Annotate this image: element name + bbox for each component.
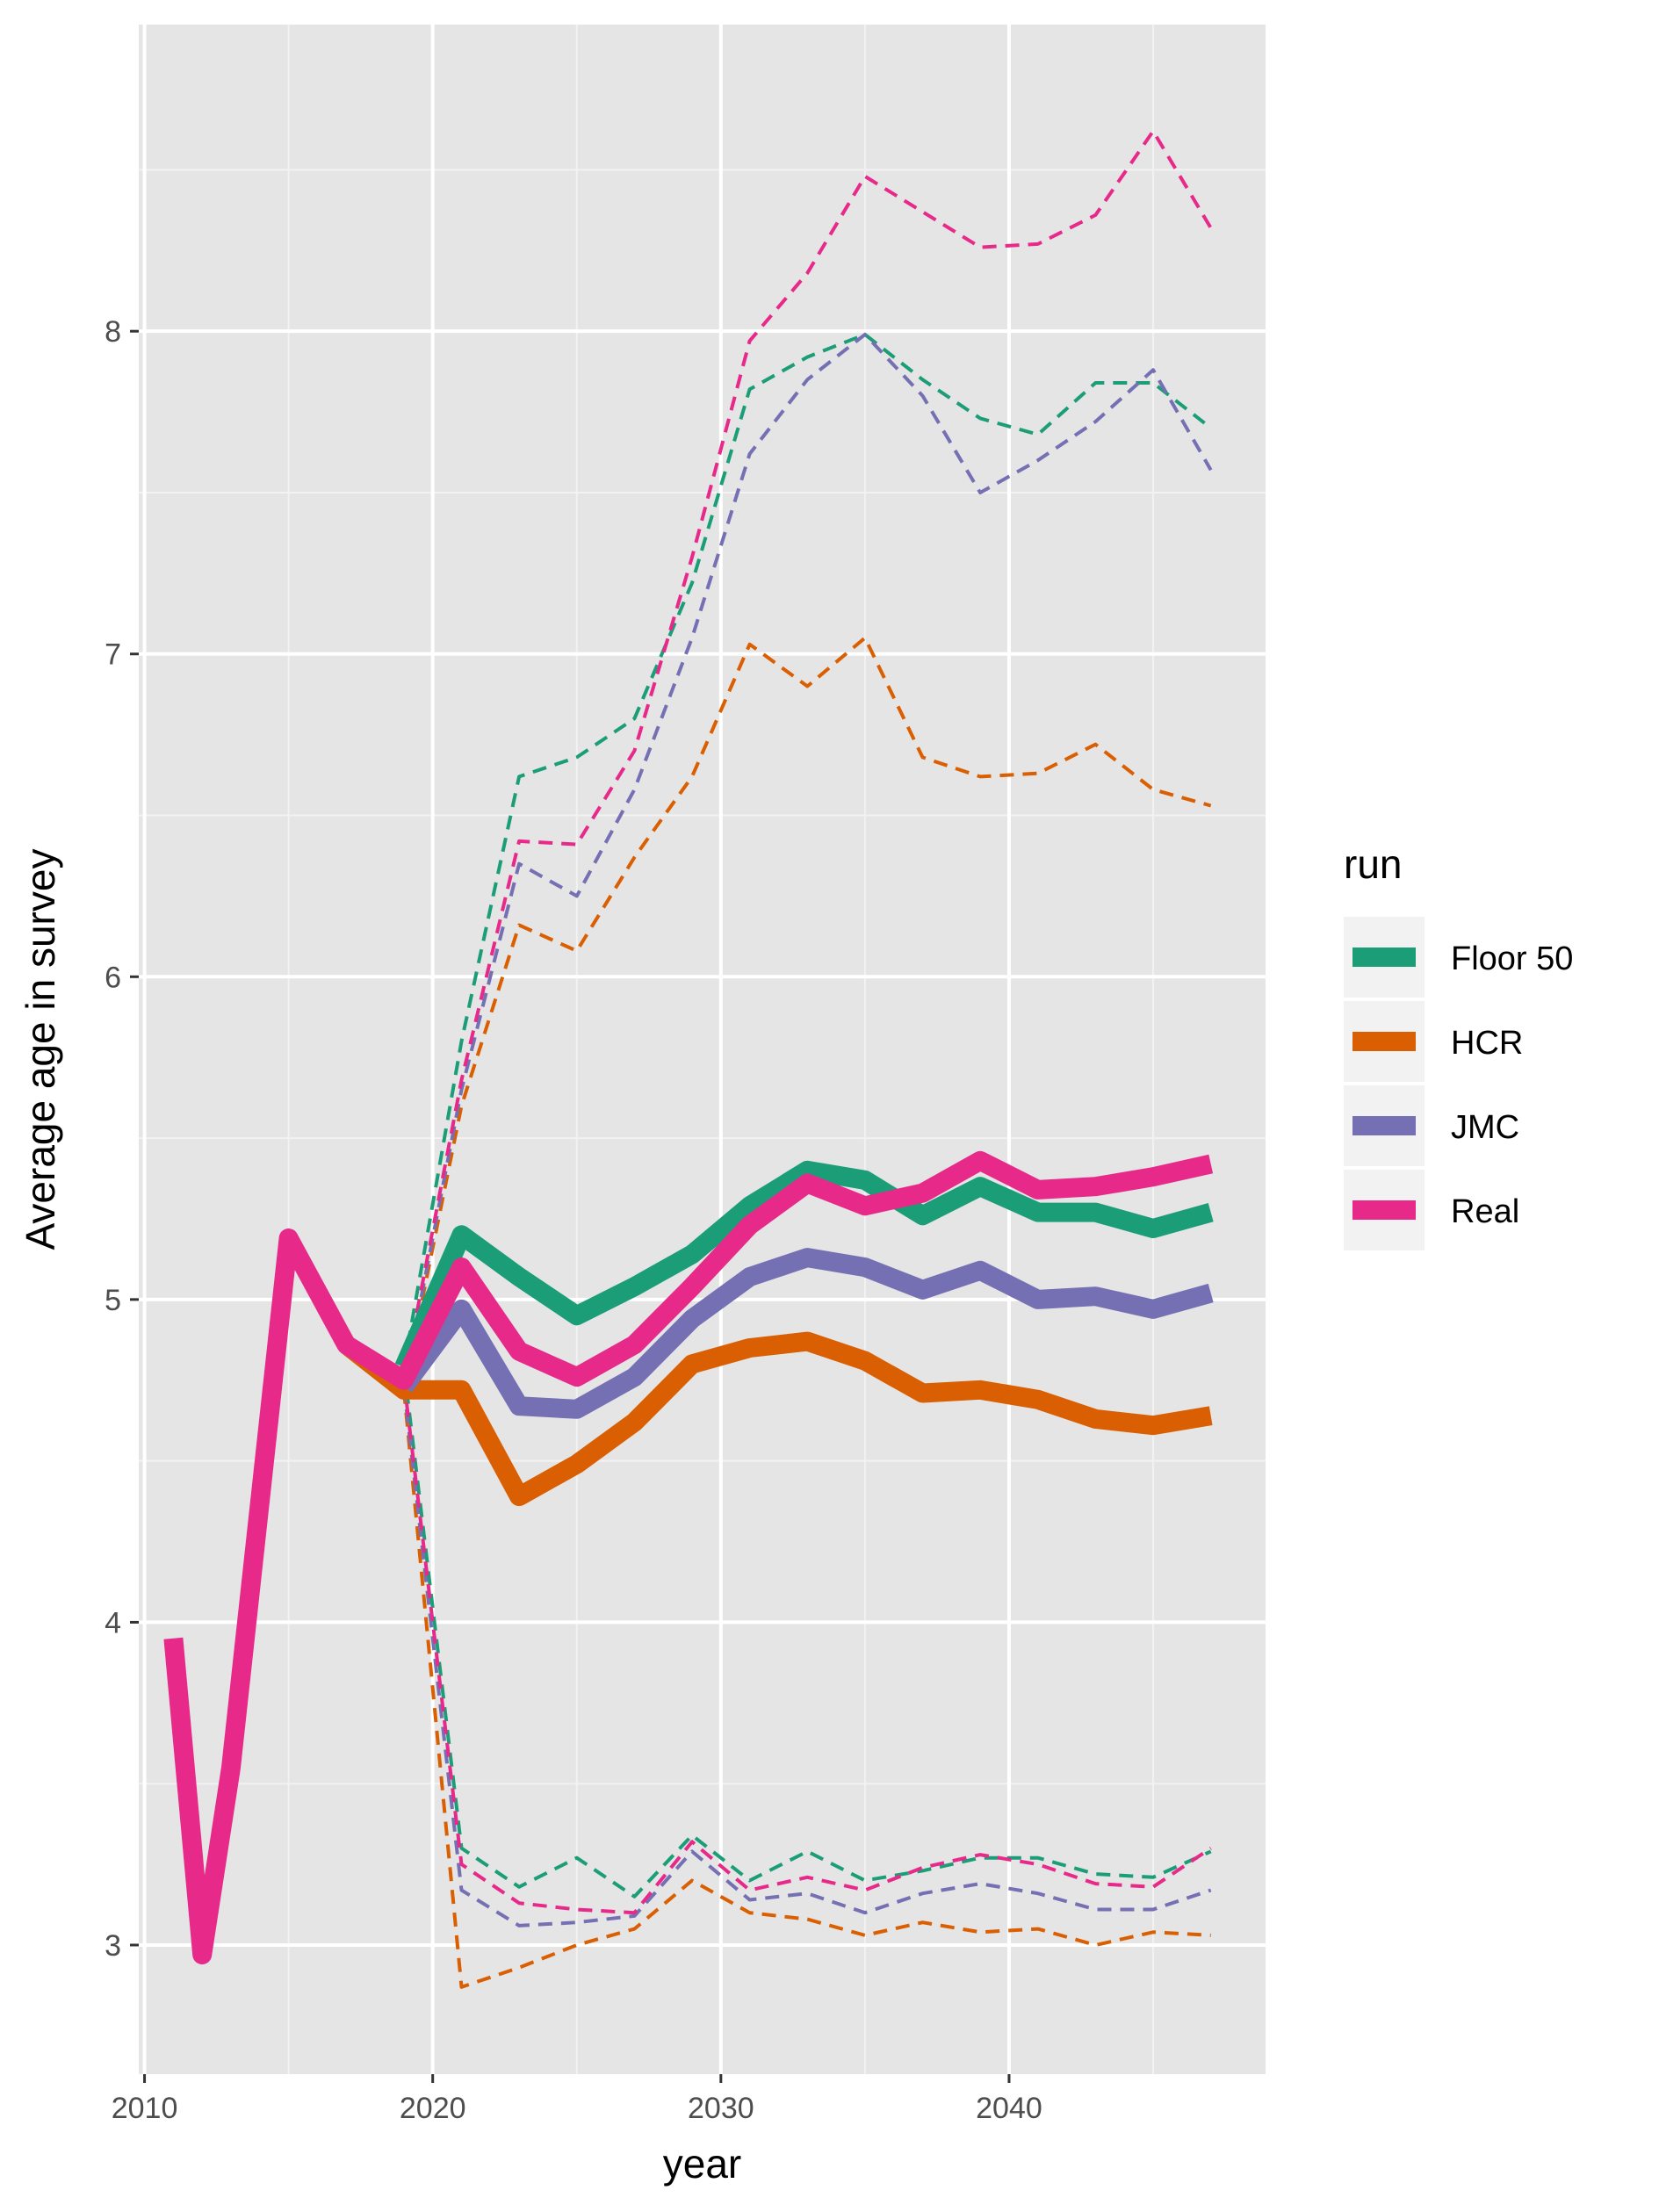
legend-label: Real — [1451, 1193, 1519, 1230]
x-tick-label: 2040 — [976, 2092, 1042, 2125]
series-line-jmc — [396, 1248, 1214, 1419]
y-tick-label: 5 — [105, 1284, 121, 1317]
x-tick-label: 2010 — [112, 2092, 178, 2125]
x-tick-label: 2020 — [400, 2092, 466, 2125]
series-line-jmc-dashed — [401, 1386, 1212, 1927]
minor-gridlines — [139, 25, 1266, 2074]
y-tick-label: 8 — [105, 315, 121, 349]
legend-entries: Floor 50 HCR JMC Real — [1344, 917, 1573, 1250]
y-tick-label: 4 — [105, 1606, 121, 1639]
series-line-real — [163, 1150, 1214, 1964]
y-axis-title: Average age in survey — [18, 849, 63, 1250]
x-axis-title: year — [663, 2141, 741, 2187]
legend-label: Floor 50 — [1451, 940, 1573, 977]
x-axis-ticks: 2010 2020 2030 2040 — [112, 2074, 1042, 2125]
solid-series-group — [163, 1150, 1214, 1964]
series-line-floor-50-dashed — [401, 332, 1212, 1368]
series-line-hcr-dashed — [401, 1389, 1211, 1989]
series-line-real-dashed — [401, 1380, 1212, 1915]
legend-label: HCR — [1451, 1025, 1523, 1062]
x-tick-label: 2030 — [688, 2092, 754, 2125]
y-tick-label: 6 — [105, 961, 121, 994]
legend-title: run — [1344, 841, 1402, 887]
plot-panel — [139, 25, 1266, 2074]
y-tick-label: 7 — [105, 638, 121, 672]
series-line-hcr — [340, 1331, 1213, 1507]
series-line-floor-50-dashed — [401, 1366, 1212, 1899]
legend-label: JMC — [1451, 1109, 1519, 1146]
series-line-real-dashed — [401, 129, 1213, 1381]
series-line-hcr-dashed — [401, 636, 1212, 1391]
y-axis-ticks: 3 4 5 6 7 8 — [105, 315, 139, 1963]
series-line-floor-50 — [394, 1160, 1214, 1372]
y-tick-label: 3 — [105, 1929, 121, 1963]
dashed-series-group — [401, 129, 1213, 1989]
legend: run Floor 50 HCR JMC Real — [1344, 841, 1573, 1250]
series-line-jmc-dashed — [401, 332, 1213, 1387]
